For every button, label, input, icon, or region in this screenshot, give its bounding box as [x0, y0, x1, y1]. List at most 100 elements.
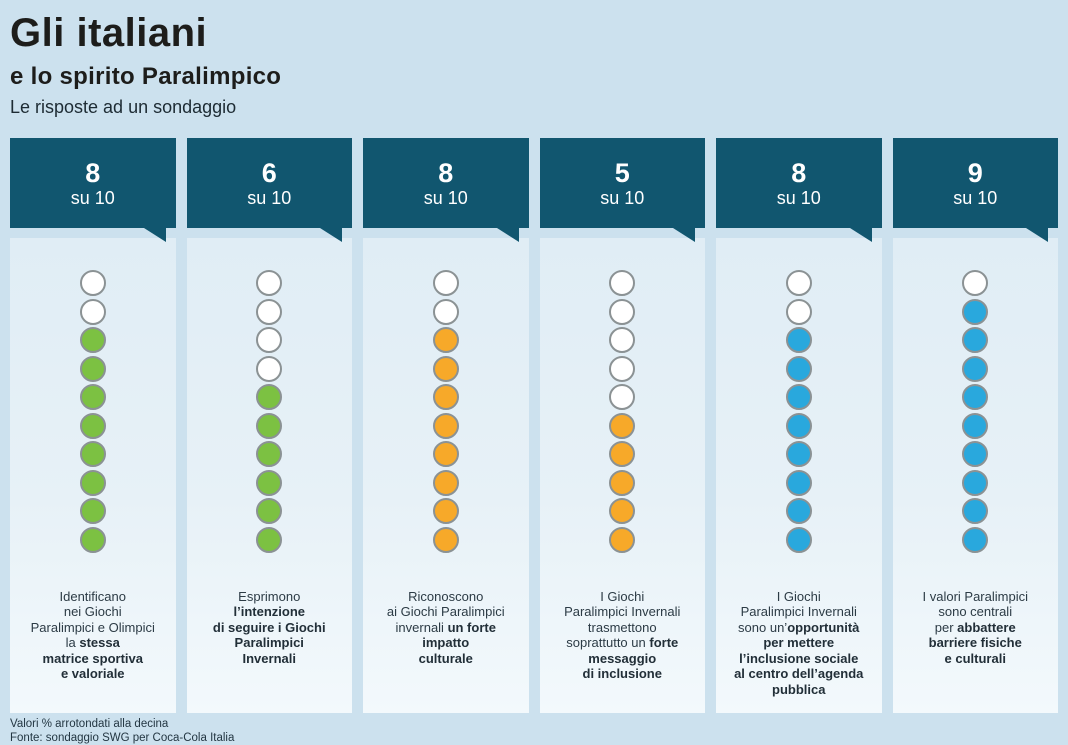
dot-empty: [256, 270, 283, 296]
dot-filled: [79, 498, 106, 524]
survey-column: 9 su 10 I valori Paralimpici sono central…: [892, 138, 1058, 713]
column-description: I Giochi Paralimpici Invernali sono un’opp…: [728, 589, 869, 698]
column-description: Esprimono l’intenzione di seguire i Giochi…: [207, 589, 332, 667]
dot-filled: [962, 384, 989, 410]
description-bold-text: per mettere: [763, 635, 835, 650]
score-bubble: 8 su 10: [10, 138, 176, 242]
dot-filled: [432, 412, 459, 439]
dot-filled: [79, 412, 106, 439]
dot-chart: [79, 270, 106, 553]
description-bold-text: e valoriale: [60, 666, 125, 681]
score-value: 5: [614, 157, 630, 188]
description-bold-text: Paralimpici: [234, 635, 304, 650]
dot-filled: [79, 384, 106, 410]
score-value: 8: [438, 157, 454, 188]
column-card: I Giochi Paralimpici Invernali sono un’opp…: [716, 238, 882, 713]
column-card: I Giochi Paralimpici Invernali trasmettono…: [539, 238, 705, 713]
dot-empty: [609, 298, 636, 325]
dot-chart: [785, 270, 812, 553]
dot-filled: [962, 327, 989, 353]
dot-filled: [785, 441, 812, 467]
score-denominator: su 10: [600, 187, 645, 208]
footer-source: Fonte: sondaggio SWG per Coca-Cola Itali…: [10, 732, 235, 744]
column-description: Identificano nei Giochi Paralimpici e Olim…: [25, 589, 161, 682]
description-bold-text: messaggio: [588, 650, 657, 666]
description-text: I Giochi: [776, 588, 821, 604]
dot-empty: [609, 384, 636, 410]
description-text: Paralimpici Invernali: [564, 604, 681, 619]
description-bold-text: abbattere: [957, 619, 1016, 635]
dot-filled: [785, 384, 812, 410]
description-text: I valori Paralimpici: [922, 588, 1028, 604]
description-bold-text: pubblica: [772, 681, 826, 697]
description-text: per: [934, 619, 958, 635]
dot-filled: [256, 441, 283, 467]
description-text: soprattutto un: [566, 635, 650, 650]
dot-filled: [785, 355, 812, 382]
dot-empty: [609, 327, 636, 353]
page-subtitle: e lo spirito Paralimpico: [10, 63, 282, 90]
description-text: I Giochi: [600, 588, 645, 604]
dot-empty: [962, 270, 989, 296]
dot-filled: [962, 526, 989, 553]
description-bold-text: l’intenzione: [233, 604, 305, 619]
description-text: sono un’: [738, 619, 788, 635]
score-denominator: su 10: [70, 187, 115, 208]
description-bold-text: Invernali: [242, 650, 296, 666]
score-value: 8: [791, 157, 807, 188]
dot-filled: [785, 327, 812, 353]
footer-note: Valori % arrotondati alla decina: [10, 718, 169, 730]
score-bubble: 6 su 10: [186, 138, 352, 242]
column-description: I Giochi Paralimpici Invernali trasmettono…: [558, 589, 686, 682]
dot-filled: [962, 412, 989, 439]
dot-filled: [79, 526, 106, 553]
dot-filled: [256, 384, 283, 410]
column-card: Riconoscono ai Giochi Paralimpici invernal…: [363, 238, 529, 713]
dot-filled: [785, 469, 812, 496]
description-text: invernali: [395, 619, 448, 635]
description-text: nei Giochi: [63, 604, 122, 619]
dot-chart: [609, 270, 636, 553]
page-title: Gli italiani: [10, 11, 208, 55]
dot-chart: [432, 270, 459, 553]
column-description: Riconoscono ai Giochi Paralimpici invernal…: [381, 589, 511, 667]
dot-empty: [256, 355, 283, 382]
score-bubble: 5 su 10: [539, 138, 705, 242]
footer: Valori % arrotondati alla decina Fonte: …: [10, 717, 1068, 745]
description-text: Identificano: [59, 588, 127, 604]
dot-filled: [256, 469, 283, 496]
dot-filled: [609, 441, 636, 467]
dot-filled: [432, 384, 459, 410]
dot-filled: [962, 469, 989, 496]
description-bold-text: impatto: [422, 635, 470, 650]
dot-filled: [79, 441, 106, 467]
dot-filled: [256, 412, 283, 439]
score-value: 6: [261, 157, 277, 188]
dot-empty: [609, 270, 636, 296]
dot-filled: [962, 355, 989, 382]
speech-bubble-tail-icon: [496, 228, 519, 242]
survey-columns: 8 su 10 Identificano nei Giochi Paralimpic…: [10, 138, 1058, 713]
dot-filled: [785, 412, 812, 439]
dot-filled: [79, 469, 106, 496]
description-bold-text: e culturali: [944, 650, 1006, 666]
dot-filled: [609, 526, 636, 553]
dot-filled: [609, 469, 636, 496]
score-denominator: su 10: [423, 187, 468, 208]
dot-filled: [432, 441, 459, 467]
description-text: Esprimono: [238, 588, 301, 604]
description-bold-text: al centro dell’agenda: [734, 666, 864, 681]
dot-filled: [432, 498, 459, 524]
description-bold-text: culturale: [418, 650, 473, 666]
score-bubble: 9 su 10: [892, 138, 1058, 242]
description-text: Paralimpici Invernali: [740, 604, 857, 619]
speech-bubble-tail-icon: [320, 228, 342, 242]
description-text: trasmettono: [587, 619, 657, 635]
description-bold-text: di inclusione: [582, 666, 662, 681]
score-bubble: 8 su 10: [363, 138, 529, 242]
dot-filled: [609, 498, 636, 524]
dot-chart: [962, 270, 989, 553]
description-bold-text: l’inclusione sociale: [739, 650, 859, 666]
dot-filled: [432, 355, 459, 382]
